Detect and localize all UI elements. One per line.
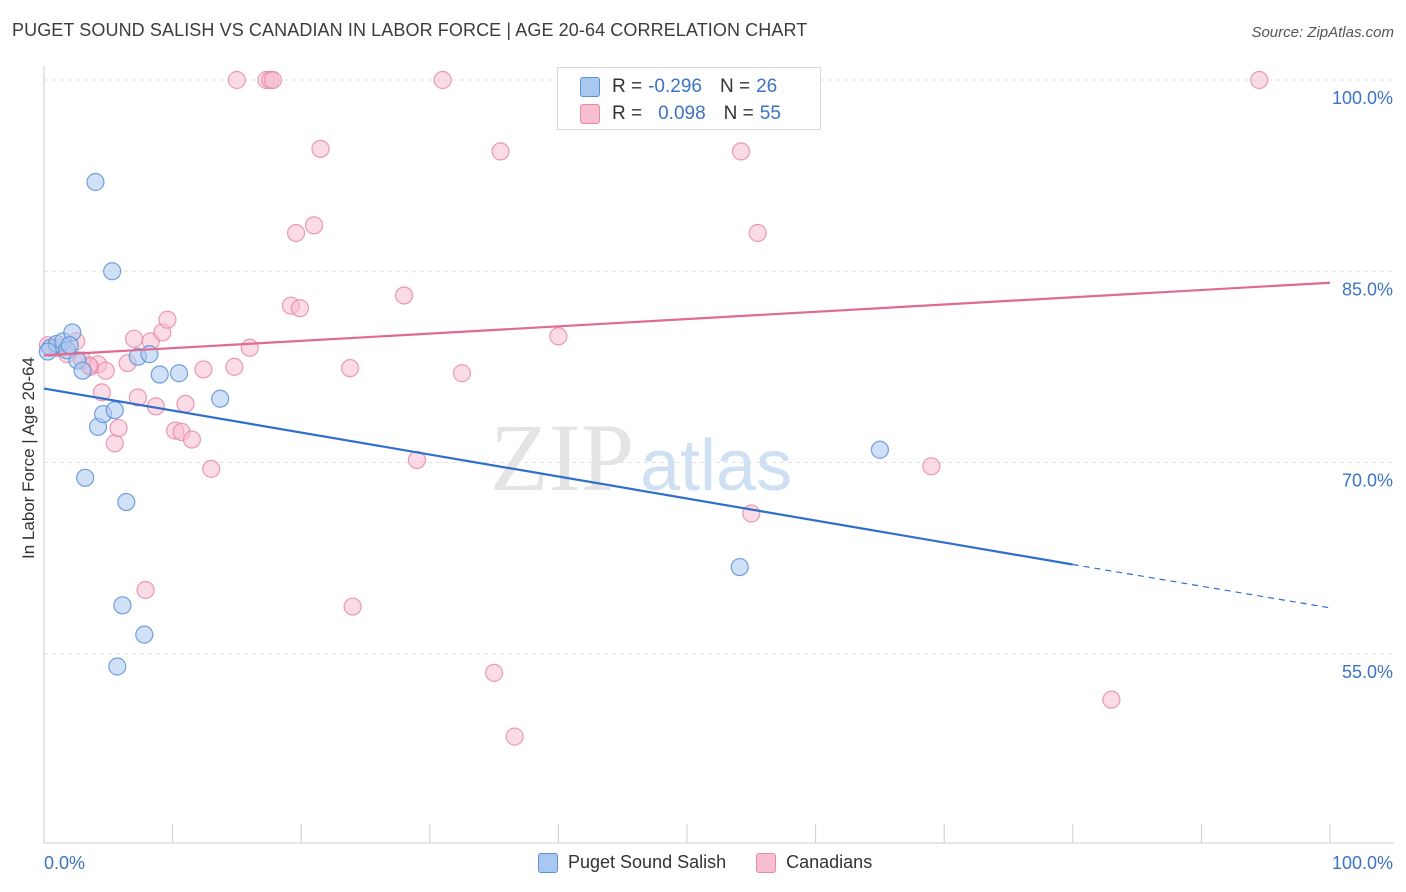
legend-n-label: N = xyxy=(723,103,754,124)
x-tick-label: 0.0% xyxy=(44,853,85,873)
canadians-point xyxy=(109,418,128,438)
watermark: ZIP atlas xyxy=(490,404,792,511)
puget-trend-line xyxy=(43,387,1073,566)
puget-point xyxy=(150,365,169,384)
puget-point xyxy=(105,401,124,420)
puget-point xyxy=(38,342,57,361)
legend-swatch-blue xyxy=(538,852,558,873)
canadians-point xyxy=(731,142,751,161)
y-tick-label: 55.0% xyxy=(1342,662,1393,682)
puget-point xyxy=(76,468,95,487)
canadians-point xyxy=(286,223,306,243)
canadians-point xyxy=(485,663,504,682)
canadians-point xyxy=(227,70,246,90)
legend-item-canadians[interactable]: Canadians xyxy=(756,852,872,873)
canadians-point xyxy=(105,434,124,453)
canadians-point xyxy=(96,361,115,380)
canadians-point xyxy=(225,357,244,376)
watermark-atlas: atlas xyxy=(640,426,792,506)
legend-r-value: 0.098 xyxy=(658,103,706,124)
legend-swatch-pink xyxy=(580,104,600,124)
canadians-point xyxy=(290,299,310,318)
grid-layer xyxy=(44,79,1394,655)
stats-legend: R = -0.296 N = 26 R = 0.098 N = 55 xyxy=(557,67,821,130)
puget-point xyxy=(211,389,230,408)
canadians-point xyxy=(505,727,524,746)
canadians-point xyxy=(311,139,330,158)
canadians-point xyxy=(1102,690,1121,709)
canadians-point xyxy=(128,388,147,407)
canadians-point xyxy=(1250,70,1269,90)
puget-point xyxy=(60,336,79,355)
points-layer xyxy=(38,70,1269,746)
canadians-point xyxy=(549,327,568,346)
canadians-point xyxy=(263,70,283,90)
puget-point xyxy=(113,596,132,615)
legend-r-label: R = xyxy=(612,103,643,124)
legend-n-value: 26 xyxy=(756,76,778,97)
puget-point xyxy=(169,364,189,383)
x-tick-label: 100.0% xyxy=(1332,853,1393,873)
legend-n-value: 55 xyxy=(759,103,781,124)
legend-r-value: -0.296 xyxy=(648,76,702,97)
trend-layer xyxy=(43,281,1331,609)
chart-title: PUGET SOUND SALISH VS CANADIAN IN LABOR … xyxy=(12,20,808,40)
y-tick-label: 70.0% xyxy=(1342,471,1393,491)
canadians-point xyxy=(394,286,414,305)
axis-layer xyxy=(43,66,1394,844)
legend-label-puget: Puget Sound Salish xyxy=(568,852,727,872)
canadians-point xyxy=(433,70,452,90)
watermark-zip: ZIP xyxy=(490,404,634,511)
puget-point xyxy=(135,625,154,644)
puget-point xyxy=(108,657,127,676)
y-tick-label: 85.0% xyxy=(1342,279,1393,299)
canadians-point xyxy=(922,457,941,476)
legend-row-canadians: R = 0.098 N = 55 xyxy=(580,101,781,127)
legend-swatch-blue xyxy=(580,77,600,97)
legend-item-puget[interactable]: Puget Sound Salish xyxy=(538,852,726,873)
puget-point xyxy=(117,492,136,512)
puget-point xyxy=(870,440,890,459)
legend-n-label: N = xyxy=(719,76,751,97)
legend-swatch-pink xyxy=(756,852,777,873)
source-label: Source: ZipAtlas.com xyxy=(1251,24,1394,41)
canadians-point xyxy=(491,142,510,161)
puget-point xyxy=(73,361,92,380)
canadians-point xyxy=(202,459,221,478)
puget-trend-extension xyxy=(1072,563,1331,609)
legend-r-label: R = xyxy=(612,76,643,97)
canadians-point xyxy=(182,430,201,449)
canadians-point xyxy=(240,338,259,357)
canadians-point xyxy=(136,580,155,600)
canadians-point xyxy=(748,223,767,243)
series-legend: Puget Sound Salish Canadians xyxy=(538,852,902,873)
puget-point xyxy=(730,557,749,577)
y-tick-label: 100.0% xyxy=(1332,88,1393,108)
canadians-point xyxy=(452,364,472,383)
canadians-point xyxy=(124,329,144,348)
canadians-point xyxy=(194,360,213,379)
y-axis-label: In Labor Force | Age 20-64 xyxy=(19,357,38,559)
puget-point xyxy=(86,172,105,192)
canadians-point xyxy=(158,310,177,329)
puget-point xyxy=(103,262,122,281)
canadians-point xyxy=(176,394,195,413)
canadians-point xyxy=(304,216,324,235)
canadians-point xyxy=(340,359,360,378)
legend-row-puget: R = -0.296 N = 26 xyxy=(580,74,777,100)
legend-label-canadians: Canadians xyxy=(786,852,873,872)
tick-label-layer: 55.0% 70.0% 85.0% 100.0% 0.0% 100.0% xyxy=(44,88,1393,873)
canadians-point xyxy=(343,597,362,616)
canadians-trend-line xyxy=(43,281,1331,357)
